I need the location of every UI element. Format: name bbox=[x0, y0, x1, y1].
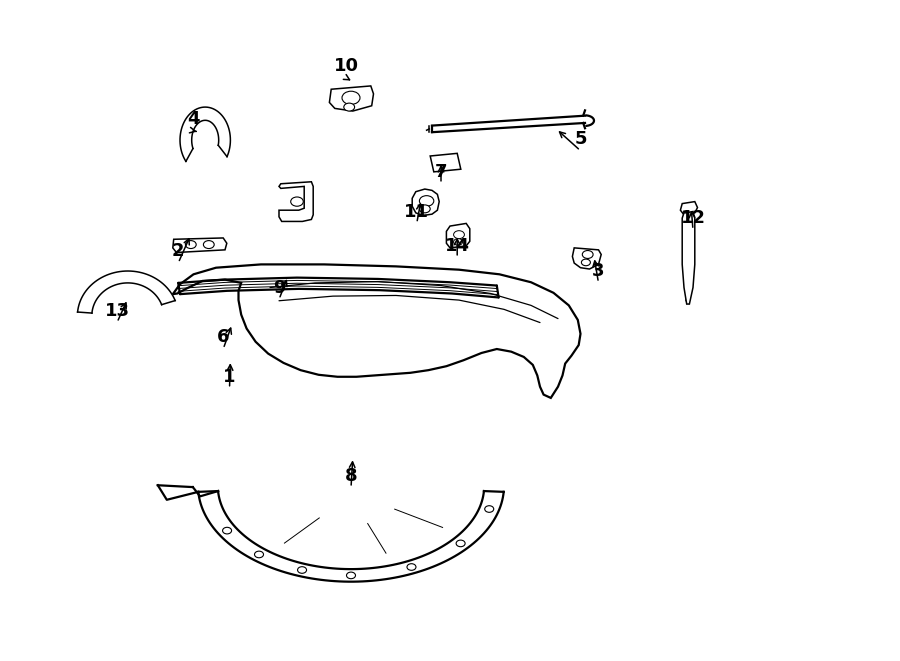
Circle shape bbox=[419, 196, 434, 206]
Circle shape bbox=[344, 103, 355, 111]
Text: 9: 9 bbox=[273, 278, 285, 297]
Text: 1: 1 bbox=[223, 368, 236, 386]
Text: 14: 14 bbox=[445, 237, 470, 255]
Text: 7: 7 bbox=[435, 163, 447, 181]
Text: 12: 12 bbox=[680, 209, 706, 227]
Circle shape bbox=[342, 91, 360, 104]
Polygon shape bbox=[430, 153, 461, 172]
Polygon shape bbox=[572, 248, 601, 269]
Text: 2: 2 bbox=[172, 242, 184, 260]
Text: 8: 8 bbox=[345, 467, 357, 485]
Circle shape bbox=[203, 241, 214, 249]
Text: 6: 6 bbox=[217, 328, 230, 346]
Polygon shape bbox=[279, 182, 313, 221]
Polygon shape bbox=[173, 238, 227, 253]
Circle shape bbox=[291, 197, 303, 206]
Polygon shape bbox=[412, 189, 439, 215]
Polygon shape bbox=[682, 212, 695, 304]
Text: 5: 5 bbox=[574, 130, 587, 148]
Polygon shape bbox=[173, 264, 580, 398]
Circle shape bbox=[582, 251, 593, 258]
Circle shape bbox=[419, 205, 430, 213]
Polygon shape bbox=[680, 202, 698, 215]
Text: 13: 13 bbox=[104, 301, 130, 320]
Circle shape bbox=[454, 231, 464, 239]
Text: 4: 4 bbox=[187, 110, 200, 128]
Circle shape bbox=[581, 259, 590, 266]
Polygon shape bbox=[446, 223, 470, 248]
Circle shape bbox=[185, 241, 196, 249]
Text: 3: 3 bbox=[592, 262, 605, 280]
Text: 11: 11 bbox=[404, 202, 429, 221]
Text: 10: 10 bbox=[334, 57, 359, 75]
Polygon shape bbox=[329, 86, 373, 111]
Circle shape bbox=[454, 239, 463, 245]
